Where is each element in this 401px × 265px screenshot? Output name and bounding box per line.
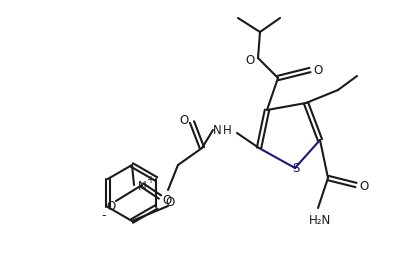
Text: O: O	[165, 196, 174, 209]
Text: S: S	[292, 162, 299, 175]
Text: N: N	[137, 180, 146, 193]
Text: O: O	[106, 201, 115, 214]
Text: O: O	[162, 193, 171, 206]
Text: O: O	[313, 64, 322, 77]
Text: O: O	[179, 114, 188, 127]
Text: H₂N: H₂N	[308, 214, 330, 227]
Text: -: -	[101, 210, 106, 223]
Text: O: O	[358, 179, 368, 192]
Text: H: H	[222, 123, 231, 136]
Text: O: O	[245, 54, 254, 67]
Text: +: +	[146, 175, 154, 185]
Text: N: N	[212, 123, 221, 136]
